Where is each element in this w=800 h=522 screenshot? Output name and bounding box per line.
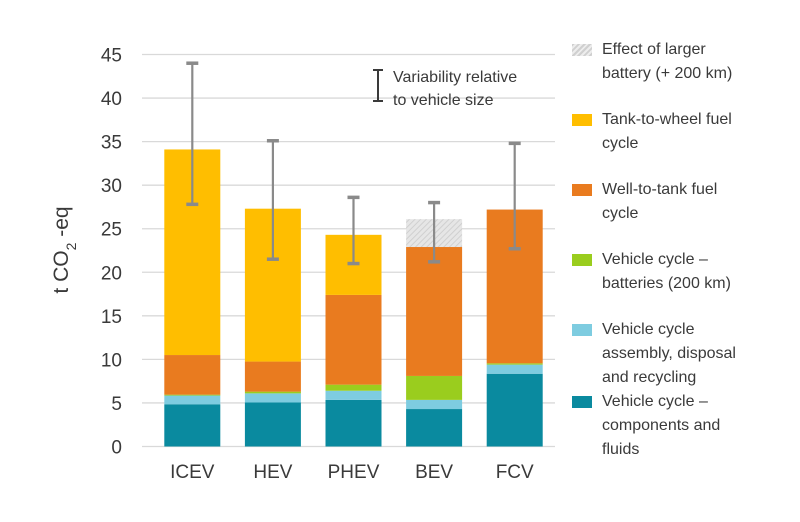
legend-swatch xyxy=(572,114,592,126)
bar-segment-phev-1 xyxy=(325,390,382,400)
bar-segment-bev-2 xyxy=(406,375,463,400)
y-tick-label: 5 xyxy=(111,394,122,415)
bar-segment-icev-2 xyxy=(164,394,221,396)
legend-swatch xyxy=(572,396,592,408)
x-tick-label: ICEV xyxy=(170,462,215,483)
legend-label: battery (+ 200 km) xyxy=(602,65,733,82)
y-tick-label: 45 xyxy=(101,46,122,67)
legend-label: cycle xyxy=(602,205,639,222)
bar-segment-hev-1 xyxy=(244,393,301,403)
bar-segment-phev-2 xyxy=(325,384,382,391)
y-tick-label: 25 xyxy=(101,220,122,241)
bar-segment-phev-0 xyxy=(325,399,382,447)
bar-segment-icev-1 xyxy=(164,395,221,405)
legend-label: batteries (200 km) xyxy=(602,275,731,292)
bars xyxy=(164,149,543,447)
bar-segment-phev-3 xyxy=(325,294,382,385)
bar-segment-hev-3 xyxy=(244,361,301,392)
legend-label: Well-to-tank fuel xyxy=(602,181,718,198)
legend-item: Effect of larger battery (+ 200 km) xyxy=(570,38,800,86)
x-axis-labels: ICEV HEV PHEV BEV FCV xyxy=(170,462,534,483)
error-bar-fcv xyxy=(508,141,521,251)
legend: Effect of larger battery (+ 200 km) Tank-t… xyxy=(570,38,800,462)
legend-label: Vehicle cycle – xyxy=(602,393,708,410)
y-axis-ticks: 0 5 10 15 20 25 30 35 40 45 xyxy=(101,46,122,459)
y-tick-label: 15 xyxy=(101,307,122,328)
bar-segment-fcv-1 xyxy=(486,364,543,374)
legend-label: fluids xyxy=(602,441,640,458)
legend-label: cycle xyxy=(602,135,639,152)
y-tick-label: 0 xyxy=(111,438,122,459)
x-tick-label: BEV xyxy=(415,462,453,483)
bar-segment-icev-3 xyxy=(164,355,221,395)
bar-segment-bev-1 xyxy=(406,399,463,410)
x-tick-label: PHEV xyxy=(328,462,380,483)
legend-item: Vehicle cycle – batteries (200 km) xyxy=(570,248,800,296)
error-bar-hev xyxy=(266,138,279,261)
x-tick-label: HEV xyxy=(253,462,292,483)
error-bar-phev xyxy=(347,195,360,266)
legend-label: assembly, disposal xyxy=(602,345,736,362)
bar-segment-icev-0 xyxy=(164,404,221,447)
bar-segment-hev-0 xyxy=(244,402,301,447)
error-bars xyxy=(186,61,521,266)
bar-segment-fcv-2 xyxy=(486,363,543,365)
y-tick-label: 20 xyxy=(101,263,122,284)
legend-label: Vehicle cycle – xyxy=(602,251,708,268)
legend-item: Tank-to-wheel fuel cycle xyxy=(570,108,800,156)
y-tick-label: 40 xyxy=(101,89,122,110)
y-tick-label: 10 xyxy=(101,350,122,371)
legend-label: Effect of larger xyxy=(602,41,706,58)
bar-segment-bev-3 xyxy=(406,247,463,376)
bar-segment-fcv-0 xyxy=(486,373,543,447)
legend-item: Vehicle cycle – components and fluids xyxy=(570,390,800,462)
legend-label: and recycling xyxy=(602,369,697,386)
variability-annotation: Variability relative to vehicle size xyxy=(373,69,517,109)
legend-item: Well-to-tank fuel cycle xyxy=(570,178,800,226)
legend-label: Vehicle cycle xyxy=(602,321,695,338)
legend-swatch xyxy=(572,184,592,196)
annotation-line-2: to vehicle size xyxy=(393,92,494,109)
legend-label: Tank-to-wheel fuel xyxy=(602,111,732,128)
error-bar-bev xyxy=(428,200,441,264)
y-axis-label: t CO2 -eq xyxy=(50,206,79,293)
bar-segment-hev-2 xyxy=(244,391,301,394)
legend-label: components and xyxy=(602,417,721,434)
y-tick-label: 35 xyxy=(101,133,122,154)
x-tick-label: FCV xyxy=(496,462,534,483)
legend-swatch xyxy=(572,254,592,266)
legend-swatch xyxy=(572,324,592,336)
bar-segment-bev-0 xyxy=(406,409,463,447)
legend-swatch xyxy=(572,44,592,56)
legend-item: Vehicle cycle assembly, disposal and recyc… xyxy=(570,318,800,390)
y-tick-label: 30 xyxy=(101,176,122,197)
error-bar-icev xyxy=(186,61,199,207)
error-bar-icon xyxy=(373,69,383,102)
annotation-line-1: Variability relative xyxy=(393,69,517,86)
